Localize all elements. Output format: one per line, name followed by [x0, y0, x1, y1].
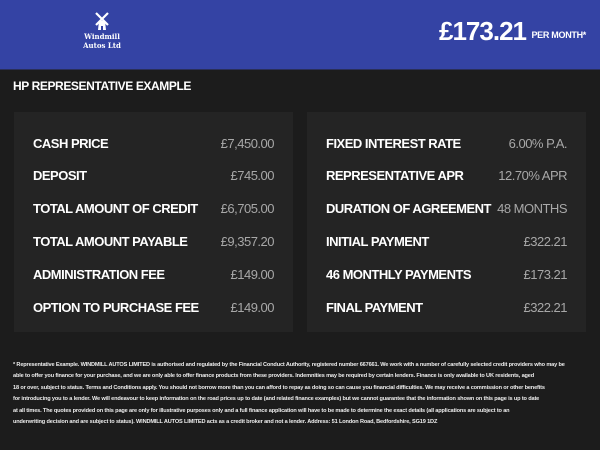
finance-row: 46 MONTHLY PAYMENTS £173.21: [326, 264, 567, 284]
disclaimer-line: underwriting decision and are subject to…: [13, 419, 438, 426]
finance-value: 12.70% APR: [498, 168, 567, 184]
finance-row: ADMINISTRATION FEE £149.00: [33, 264, 274, 284]
finance-row: INITIAL PAYMENT £322.21: [326, 231, 567, 251]
logo-text-line: Windmill: [84, 32, 120, 41]
finance-label: FIXED INTEREST RATE: [326, 135, 461, 151]
windmill-icon: [95, 12, 109, 30]
finance-row: FIXED INTEREST RATE 6.00% P.A.: [326, 133, 568, 153]
finance-label: FINAL PAYMENT: [326, 299, 423, 315]
finance-value: £322.21: [523, 233, 568, 249]
disclaimer-line: at all times. The quotes provided on thi…: [13, 407, 510, 414]
finance-label: REPRESENTATIVE APR: [326, 168, 464, 184]
monthly-price: £173.21: [439, 16, 527, 46]
finance-value: £173.21: [523, 266, 568, 282]
finance-value: £7,450.00: [220, 135, 275, 151]
disclaimer: * Representative Example. WINDMILL AUTOS…: [13, 360, 593, 428]
disclaimer-line: 18 or over, subject to status. Terms and…: [13, 384, 545, 391]
finance-row: DURATION OF AGREEMENT 48 MONTHS: [326, 199, 567, 219]
finance-label: DURATION OF AGREEMENT: [326, 201, 492, 217]
finance-row: DEPOSIT £745.00: [33, 166, 274, 186]
finance-row: OPTION TO PURCHASE FEE £149.00: [33, 297, 274, 317]
disclaimer-line: for introducing you to a lender. We will…: [13, 396, 540, 403]
finance-panel-left: CASH PRICE £7,450.00 DEPOSIT £745.00 TOTAL A…: [14, 112, 293, 332]
finance-label: TOTAL AMOUNT PAYABLE: [33, 233, 188, 249]
finance-row: TOTAL AMOUNT PAYABLE £9,357.20: [33, 231, 275, 251]
finance-value: £6,705.00: [220, 201, 275, 217]
finance-row: CASH PRICE £7,450.00: [33, 133, 275, 153]
finance-label: ADMINISTRATION FEE: [33, 266, 165, 282]
finance-label: DEPOSIT: [33, 168, 87, 184]
logo-text-line: Autos Ltd: [83, 41, 121, 50]
per-month-label: PER MONTH*: [531, 30, 586, 40]
header: Windmill Autos Ltd £173.21 PER MONTH*: [0, 0, 600, 70]
finance-row: REPRESENTATIVE APR 12.70% APR: [326, 166, 567, 186]
finance-value: £322.21: [523, 299, 568, 315]
finance-value: £149.00: [230, 266, 275, 282]
finance-value: 6.00% P.A.: [508, 135, 568, 151]
finance-value: 48 MONTHS: [497, 201, 567, 217]
finance-label: CASH PRICE: [33, 135, 109, 151]
finance-row: FINAL PAYMENT £322.21: [326, 297, 567, 317]
finance-panel-right: FIXED INTEREST RATE 6.00% P.A. REPRESENTAT…: [307, 112, 586, 332]
finance-label: OPTION TO PURCHASE FEE: [33, 299, 199, 315]
finance-value: £9,357.20: [220, 233, 275, 249]
finance-row: TOTAL AMOUNT OF CREDIT £6,705.00: [33, 199, 275, 219]
disclaimer-line: able to offer you finance for your purch…: [13, 373, 535, 380]
logo[interactable]: Windmill Autos Ltd: [72, 12, 132, 50]
finance-label: INITIAL PAYMENT: [326, 233, 429, 249]
finance-label: 46 MONTHLY PAYMENTS: [326, 266, 472, 282]
finance-label: TOTAL AMOUNT OF CREDIT: [33, 201, 198, 217]
disclaimer-line: * Representative Example. WINDMILL AUTOS…: [13, 362, 565, 368]
finance-value: £149.00: [230, 299, 275, 315]
section-title: HP REPRESENTATIVE EXAMPLE: [13, 79, 192, 93]
finance-value: £745.00: [230, 168, 275, 184]
